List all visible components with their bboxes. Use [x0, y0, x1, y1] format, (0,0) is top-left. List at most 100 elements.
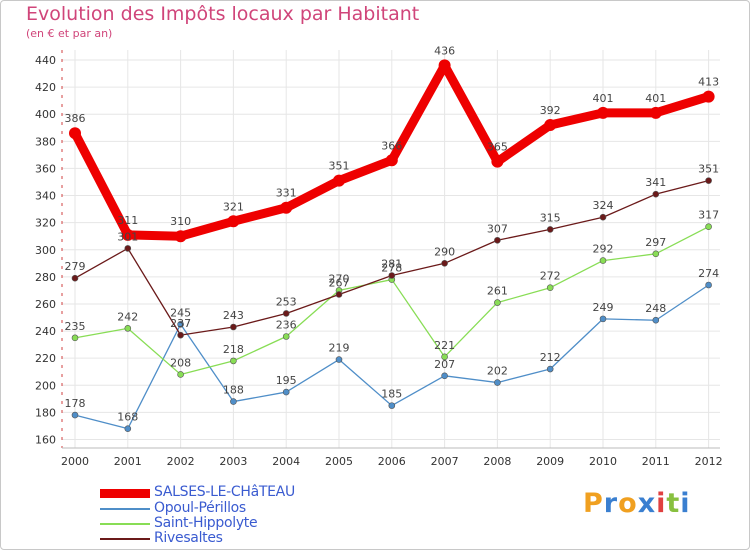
y-tick-label: 160 — [35, 434, 56, 447]
data-point — [227, 215, 240, 228]
data-point — [546, 365, 554, 373]
data-label: 236 — [276, 318, 297, 331]
data-label: 311 — [117, 214, 138, 227]
legend-label: Rivesaltes — [154, 530, 223, 546]
data-point — [71, 411, 79, 419]
data-label: 301 — [117, 230, 138, 243]
data-label: 221 — [434, 339, 455, 352]
data-label: 279 — [65, 260, 86, 273]
data-label: 392 — [540, 104, 561, 117]
data-point — [230, 357, 237, 365]
data-label: 242 — [117, 310, 138, 323]
y-tick-label: 260 — [35, 298, 56, 311]
data-label: 267 — [329, 276, 350, 289]
data-point — [599, 213, 607, 221]
data-label: 281 — [381, 258, 402, 271]
data-point — [124, 425, 132, 432]
data-point — [599, 315, 607, 323]
data-label: 401 — [593, 92, 614, 105]
data-label: 218 — [223, 343, 244, 356]
data-label: 290 — [434, 245, 455, 258]
x-tick-label: 2009 — [536, 455, 564, 468]
logo-letter: i — [680, 488, 691, 519]
data-point — [282, 333, 290, 340]
data-point — [597, 106, 609, 119]
data-label: 315 — [540, 211, 561, 224]
logo-letter: o — [618, 488, 638, 519]
data-point — [71, 274, 79, 282]
data-label: 202 — [487, 365, 508, 378]
y-tick-label: 420 — [35, 81, 56, 94]
chart-title: Evolution des Impôts locaux par Habitant — [26, 3, 420, 25]
data-label: 185 — [381, 388, 402, 401]
data-label: 278 — [381, 262, 402, 275]
data-label: 317 — [698, 209, 719, 222]
legend-swatch — [100, 523, 150, 525]
chart-subtitle: (en € et par an) — [26, 27, 113, 40]
logo-letter: P — [583, 488, 604, 519]
data-label: 366 — [381, 139, 402, 152]
data-label: 386 — [65, 112, 86, 125]
data-point — [124, 325, 132, 332]
data-label: 249 — [593, 301, 614, 314]
data-label: 341 — [645, 176, 666, 189]
data-label: 207 — [434, 358, 455, 371]
data-label: 351 — [698, 163, 719, 176]
data-point — [546, 284, 554, 292]
data-point — [177, 320, 184, 328]
data-label: 168 — [117, 411, 138, 424]
data-point — [388, 272, 396, 279]
data-point — [280, 201, 293, 214]
data-label: 235 — [65, 320, 86, 333]
data-point — [335, 291, 343, 298]
data-label: 219 — [329, 342, 350, 355]
data-point — [649, 106, 662, 119]
data-label: 272 — [540, 270, 561, 283]
y-tick-label: 220 — [35, 352, 56, 365]
y-tick-label: 300 — [35, 244, 56, 257]
data-point — [333, 174, 345, 187]
data-point — [599, 257, 607, 264]
data-label: 310 — [170, 215, 191, 228]
y-tick-label: 380 — [35, 135, 56, 148]
data-label: 331 — [276, 187, 297, 200]
y-tick-label: 440 — [35, 54, 56, 67]
data-point — [177, 331, 184, 339]
x-tick-label: 2008 — [483, 455, 511, 468]
data-label: 248 — [645, 302, 666, 315]
data-point — [546, 226, 554, 233]
y-tick-label: 240 — [35, 325, 56, 338]
x-tick-label: 2002 — [167, 455, 195, 468]
data-point — [544, 119, 557, 132]
y-tick-label: 320 — [35, 217, 56, 230]
x-tick-label: 2012 — [695, 455, 723, 468]
y-tick-label: 180 — [35, 406, 56, 419]
data-label: 253 — [276, 295, 297, 308]
data-label: 401 — [645, 92, 666, 105]
logo-letter: r — [603, 488, 619, 519]
legend-swatch — [100, 538, 150, 540]
data-point — [121, 228, 134, 241]
legend-swatch — [100, 508, 150, 510]
x-tick-label: 2003 — [219, 455, 247, 468]
y-tick-label: 340 — [35, 190, 56, 203]
data-label: 243 — [223, 309, 244, 322]
data-point — [174, 230, 187, 243]
logo-letter: i — [656, 488, 667, 519]
data-point — [177, 371, 184, 378]
x-tick-label: 2000 — [61, 455, 89, 468]
data-point — [705, 223, 712, 231]
data-point — [441, 260, 448, 267]
data-point — [230, 323, 237, 331]
data-label: 324 — [593, 199, 614, 212]
data-point — [652, 250, 660, 258]
data-point — [71, 334, 79, 342]
x-tick-label: 2010 — [589, 455, 617, 468]
data-label: 351 — [329, 160, 350, 173]
data-label: 237 — [170, 317, 191, 330]
data-point — [702, 90, 715, 103]
data-point — [124, 245, 132, 252]
data-label: 321 — [223, 200, 244, 213]
legend-label: Opoul-Périllos — [154, 500, 246, 516]
